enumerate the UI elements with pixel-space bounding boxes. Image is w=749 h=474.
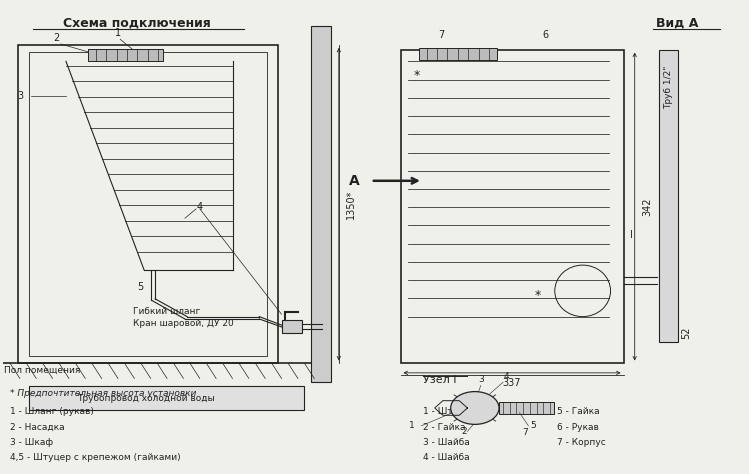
Text: Труб 1/2": Труб 1/2" [664, 65, 673, 109]
Text: * Предпочтительная высота установки: * Предпочтительная высота установки [10, 389, 196, 398]
Text: 4: 4 [503, 372, 509, 381]
Text: Узел I: Узел I [423, 375, 456, 385]
Text: I: I [629, 230, 632, 240]
Text: 1350*: 1350* [346, 190, 357, 219]
Text: 5: 5 [137, 282, 144, 292]
Text: 3: 3 [16, 91, 23, 101]
Text: 6: 6 [542, 30, 548, 40]
Text: Трубопровод холодной воды: Трубопровод холодной воды [77, 394, 215, 403]
Text: 5: 5 [530, 420, 536, 429]
Bar [28, 386, 304, 410]
Text: Гибкий шланг: Гибкий шланг [133, 307, 200, 316]
Text: 6 - Рукав: 6 - Рукав [557, 422, 598, 431]
Text: 1 - Штуцер: 1 - Штуцер [423, 407, 476, 416]
Text: 7 - Корпус: 7 - Корпус [557, 438, 605, 447]
Bar [18, 45, 278, 364]
Bar [282, 320, 303, 333]
Text: 1 - Шланг (рукав): 1 - Шланг (рукав) [10, 407, 94, 416]
Text: 2 - Гайка: 2 - Гайка [423, 422, 465, 431]
Text: 2: 2 [461, 427, 467, 436]
Bar [659, 50, 678, 342]
Text: 1: 1 [115, 28, 121, 38]
Text: 4: 4 [197, 201, 203, 211]
Text: Пол помещения: Пол помещения [4, 366, 81, 375]
Text: 52: 52 [682, 327, 691, 339]
Text: 2: 2 [53, 33, 59, 43]
Text: 5 - Гайка: 5 - Гайка [557, 407, 599, 416]
Text: *: * [414, 69, 420, 82]
Text: 1: 1 [409, 420, 414, 429]
Text: 3 - Шкаф: 3 - Шкаф [10, 438, 53, 447]
Text: 4,5 - Штуцер с крепежом (гайками): 4,5 - Штуцер с крепежом (гайками) [10, 454, 181, 463]
Text: 3: 3 [478, 375, 484, 384]
Text: Вид А: Вид А [655, 17, 698, 30]
Text: А: А [349, 174, 360, 188]
Text: 7: 7 [438, 30, 445, 40]
Bar [499, 402, 554, 414]
Ellipse shape [451, 392, 499, 424]
Text: 3 - Шайба: 3 - Шайба [423, 438, 470, 447]
Bar [401, 50, 624, 364]
Text: 4 - Шайба: 4 - Шайба [423, 454, 470, 463]
Text: Кран шаровой, ДУ 20: Кран шаровой, ДУ 20 [133, 319, 234, 328]
Text: 337: 337 [503, 377, 521, 388]
Bar [28, 52, 267, 356]
Text: 7: 7 [523, 428, 528, 437]
Text: Схема подключения: Схема подключения [63, 17, 210, 30]
Text: 2 - Насадка: 2 - Насадка [10, 422, 65, 431]
Bar [312, 26, 331, 382]
Text: *: * [534, 289, 541, 302]
Bar [419, 48, 497, 60]
Text: 342: 342 [642, 197, 652, 216]
Bar [88, 49, 163, 61]
